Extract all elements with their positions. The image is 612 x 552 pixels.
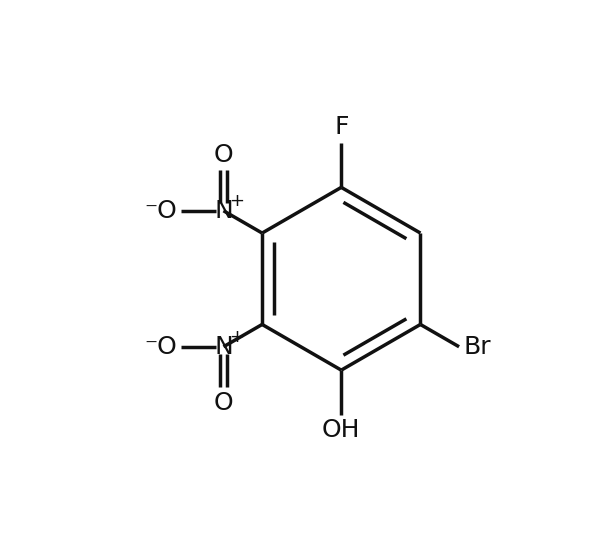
Text: O: O (214, 143, 233, 167)
Text: +: + (229, 327, 244, 346)
Text: ⁻O: ⁻O (145, 335, 177, 359)
Text: N: N (214, 199, 233, 223)
Text: F: F (334, 115, 348, 139)
Text: N: N (214, 335, 233, 359)
Text: Br: Br (463, 335, 491, 359)
Text: ⁻O: ⁻O (145, 199, 177, 223)
Text: O: O (214, 391, 233, 415)
Text: OH: OH (322, 418, 360, 442)
Text: +: + (229, 192, 244, 210)
